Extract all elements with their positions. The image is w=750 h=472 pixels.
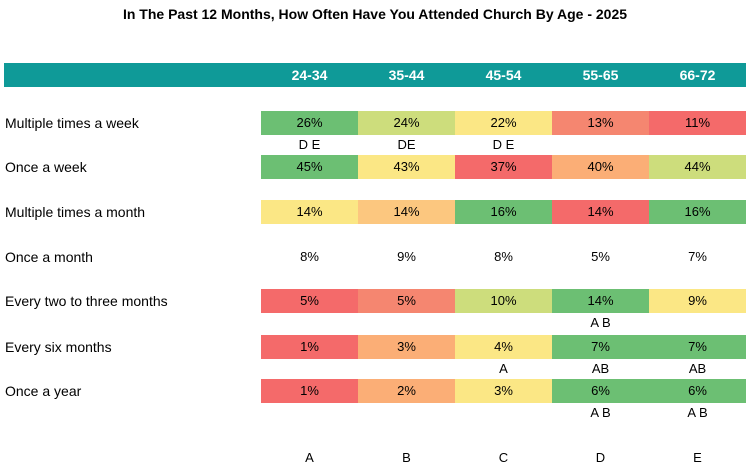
value-cell: 11%: [649, 111, 746, 135]
value-cell: 16%: [649, 200, 746, 224]
value-cell: 6%: [552, 379, 649, 403]
value-cell: 22%: [455, 111, 552, 135]
row-label: Every six months: [5, 339, 112, 355]
value-cell: 43%: [358, 155, 455, 179]
significance-letters: D E: [492, 137, 515, 152]
value-cell: 5%: [552, 245, 649, 269]
column-letter: A: [305, 450, 314, 465]
column-header-66-72: 66-72: [679, 67, 716, 83]
column-letter: B: [402, 450, 411, 465]
value-cell: 6%: [649, 379, 746, 403]
value-cell: 26%: [261, 111, 358, 135]
value-cell: 5%: [358, 289, 455, 313]
value-cell: 10%: [455, 289, 552, 313]
column-header-24-34: 24-34: [291, 67, 328, 83]
value-cell: 4%: [455, 335, 552, 359]
value-cell: 7%: [552, 335, 649, 359]
column-header-35-44: 35-44: [388, 67, 425, 83]
value-cell: 5%: [261, 289, 358, 313]
row-label: Multiple times a month: [5, 204, 146, 220]
value-cell: 1%: [261, 335, 358, 359]
value-cell: 37%: [455, 155, 552, 179]
value-cell: 8%: [455, 245, 552, 269]
row-label: Once a year: [5, 383, 82, 399]
value-cell: 9%: [649, 289, 746, 313]
row-label: Multiple times a week: [5, 115, 139, 131]
column-header-45-54: 45-54: [485, 67, 522, 83]
value-cell: 8%: [261, 245, 358, 269]
significance-letters: A: [499, 361, 508, 376]
row-label: Once a month: [5, 249, 93, 265]
significance-letters: AB: [591, 361, 610, 376]
column-letter: D: [595, 450, 606, 465]
value-cell: 24%: [358, 111, 455, 135]
row-label: Once a week: [5, 159, 87, 175]
value-cell: 1%: [261, 379, 358, 403]
column-header-55-65: 55-65: [582, 67, 619, 83]
value-cell: 7%: [649, 335, 746, 359]
significance-letters: A B: [590, 405, 611, 420]
value-cell: 16%: [455, 200, 552, 224]
value-cell: 2%: [358, 379, 455, 403]
row-label: Every two to three months: [5, 293, 168, 309]
value-cell: 45%: [261, 155, 358, 179]
significance-letters: DE: [397, 137, 416, 152]
value-cell: 40%: [552, 155, 649, 179]
value-cell: 3%: [358, 335, 455, 359]
value-cell: 14%: [552, 200, 649, 224]
value-cell: 14%: [552, 289, 649, 313]
significance-letters: D E: [298, 137, 321, 152]
value-cell: 14%: [358, 200, 455, 224]
significance-letters: AB: [688, 361, 707, 376]
value-cell: 7%: [649, 245, 746, 269]
chart-title: In The Past 12 Months, How Often Have Yo…: [122, 6, 628, 22]
significance-letters: A B: [590, 315, 611, 330]
column-letter: C: [498, 450, 509, 465]
value-cell: 3%: [455, 379, 552, 403]
value-cell: 14%: [261, 200, 358, 224]
column-header-band: 24-34 35-44 45-54 55-65 66-72: [4, 63, 746, 87]
value-cell: 44%: [649, 155, 746, 179]
significance-letters: A B: [687, 405, 708, 420]
column-letter: E: [693, 450, 702, 465]
value-cell: 13%: [552, 111, 649, 135]
value-cell: 9%: [358, 245, 455, 269]
